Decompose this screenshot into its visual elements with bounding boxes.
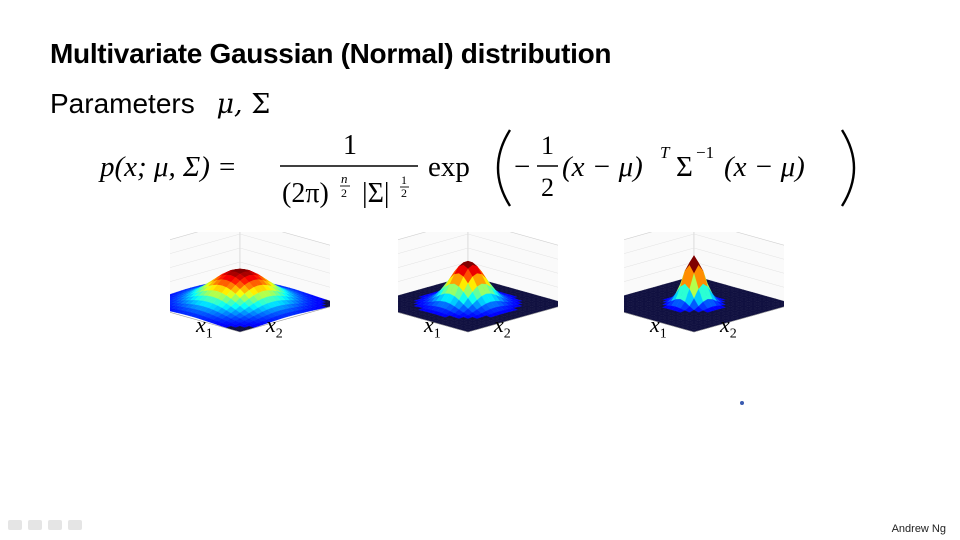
formula-svg: p(x; μ, Σ) = 1 (2π) n 2 |Σ| 1 2 exp − 1 …	[98, 129, 856, 209]
surface-svg	[593, 219, 795, 333]
neg-half-num: 1	[541, 131, 554, 160]
exp-word: exp	[428, 151, 470, 183]
exp-n: n	[341, 171, 348, 186]
x2-sub: 2	[503, 326, 511, 342]
surface-svg	[367, 219, 569, 333]
exp-half-den: 2	[401, 186, 407, 200]
formula-lhs: p(x; μ, Σ) =	[98, 151, 237, 183]
gaussian-formula: p(x; μ, Σ) = 1 (2π) n 2 |Σ| 1 2 exp − 1 …	[98, 126, 880, 210]
x1-var: x	[424, 312, 434, 337]
menu-icon[interactable]	[48, 520, 62, 530]
x2-axis-label: x2	[494, 312, 511, 342]
x1-axis-label: x1	[196, 312, 213, 342]
formula-numerator: 1	[343, 130, 357, 161]
x2-sub: 2	[275, 326, 283, 342]
formula-denominator-base: (2π)	[282, 178, 329, 209]
author-name: Andrew Ng	[891, 523, 946, 535]
x2-axis-label: x2	[720, 312, 737, 342]
x1-var: x	[196, 312, 206, 337]
sigma-inv: Σ	[676, 151, 693, 183]
gaussian-surface	[593, 255, 795, 333]
x2-var: x	[720, 312, 730, 337]
x2-var: x	[266, 312, 276, 337]
x1-var: x	[650, 312, 660, 337]
parameters-label: Parameters	[50, 88, 195, 119]
surface-plot-1: x1 x2	[139, 219, 341, 347]
x1-sub: 1	[433, 326, 441, 342]
sigma-symbol: Σ	[251, 89, 271, 120]
transpose-T: T	[660, 143, 671, 162]
x2-axis-label: x2	[266, 312, 283, 342]
term1: (x − μ)	[562, 151, 643, 183]
minus-sign: −	[514, 151, 530, 183]
surface-plot-2: x1 x2	[367, 219, 569, 347]
slide-controls[interactable]	[8, 520, 82, 530]
parameters-line: Parameters μ, Σ	[50, 88, 270, 120]
mu-symbol: μ,	[216, 89, 243, 120]
surface-plot-3: x1 x2	[593, 219, 795, 347]
pen-icon[interactable]	[28, 520, 42, 530]
exp-half-num: 1	[401, 173, 407, 187]
right-paren	[840, 129, 856, 207]
gaussian-surface	[139, 268, 341, 333]
prev-icon[interactable]	[8, 520, 22, 530]
sigma-abs: |Σ|	[362, 178, 390, 209]
inverse-exponent: −1	[696, 143, 714, 162]
x1-axis-label: x1	[424, 312, 441, 342]
slide-title: Multivariate Gaussian (Normal) distribut…	[50, 38, 612, 69]
neg-half-den: 2	[541, 173, 554, 202]
parameters-symbols: μ, Σ	[217, 89, 271, 120]
x1-sub: 1	[659, 326, 667, 342]
left-paren	[496, 129, 512, 207]
term2: (x − μ)	[724, 151, 805, 183]
surface-svg	[139, 219, 341, 333]
x1-sub: 1	[205, 326, 213, 342]
cursor-dot	[740, 401, 744, 405]
gaussian-surface	[367, 260, 569, 333]
exp-2: 2	[341, 186, 347, 200]
x2-var: x	[494, 312, 504, 337]
next-icon[interactable]	[68, 520, 82, 530]
x1-axis-label: x1	[650, 312, 667, 342]
x2-sub: 2	[729, 326, 737, 342]
